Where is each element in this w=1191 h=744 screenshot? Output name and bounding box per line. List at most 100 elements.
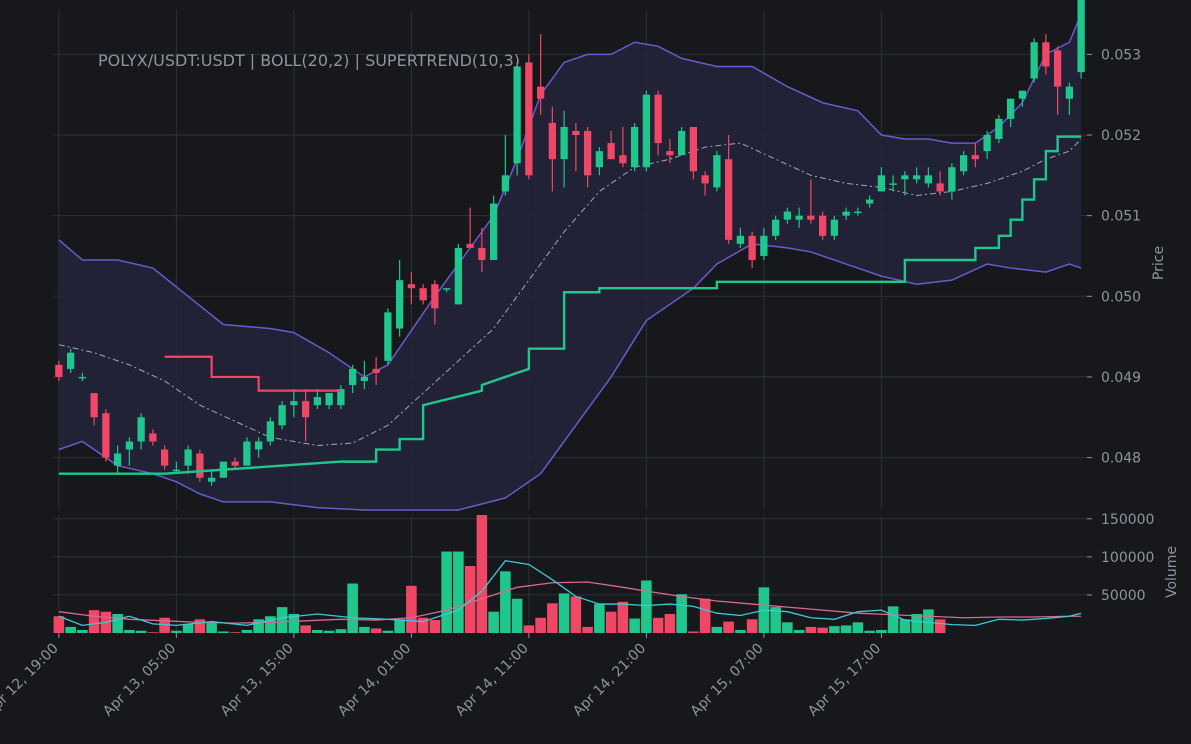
candle-body [137,417,145,442]
candle-body [102,413,110,458]
volume-bar [723,621,734,633]
volume-bar [852,622,864,633]
candle-body [384,312,392,361]
volume-bar [876,629,887,633]
volume-bar [65,626,76,633]
candle-body [795,215,803,220]
candle-body [630,126,639,168]
volume-bar [276,607,288,633]
candle-body [360,376,369,381]
supertrend-down [164,355,341,392]
candle-body [207,477,216,482]
volume-bar [770,607,781,633]
volume-ma-fast [58,559,1082,627]
candle-body [184,449,192,466]
candle-body [666,151,674,156]
bollinger-lower [58,243,1082,511]
volume-bar [253,619,264,633]
volume-bar [511,598,523,633]
candle-body [877,175,886,192]
volume-bar [746,619,758,633]
time-tick-label: Apr 14, 01:00 [335,641,414,720]
volume-bar [535,617,546,633]
candle-body [113,453,122,466]
candle-body [595,151,604,168]
candle-body [912,175,921,180]
candle-body [266,421,275,442]
volume-bar [265,616,276,633]
volume-bar [594,604,605,633]
volume-bar [805,626,817,633]
candle-body [196,453,204,478]
bollinger-upper [58,13,1082,378]
volume-bar [288,613,300,633]
volume-bar [300,625,311,633]
candle-body [442,288,451,290]
volume-bar [840,625,852,633]
candle-body [1006,98,1015,119]
volume-bar [147,632,159,633]
volume-tick-label: 100000 [1101,550,1154,566]
candle-body [854,211,862,214]
volume-bar [629,618,640,633]
volume-tick-label: 50000 [1101,588,1146,604]
volume-bar [464,566,476,633]
candle-body [419,288,427,301]
volume-bar [206,622,217,633]
candle-body [654,94,662,144]
volume-bar [112,613,123,633]
volume-bar [229,632,241,633]
volume-bar [347,583,358,633]
volume-bar [88,610,100,633]
volume-ma-slow [58,581,1082,624]
volume-bar [676,594,687,633]
price-axis-label: Price [1151,246,1167,280]
volume-bar [817,627,828,633]
candle-body [724,159,733,240]
candle-body [1077,0,1085,73]
volume-bar [417,617,429,633]
volume-bar [441,551,452,633]
volume-bar [77,629,88,633]
supertrend-up [58,135,1082,475]
volume-bar [53,616,65,633]
candle-body [325,393,333,406]
volume-bar [218,631,229,633]
candle-body [243,441,251,466]
candle-body [548,122,557,160]
candle-body [713,155,721,188]
candle-body [290,401,298,406]
volume-bar [899,619,911,633]
candle-body [160,449,169,466]
candle-body [901,175,909,180]
candle-body [842,211,850,216]
candle-body [337,389,345,406]
candle-body [489,203,498,260]
volume-bars [53,515,1082,633]
candle-body [736,235,745,244]
candle-body [278,405,286,426]
volume-bar [335,629,347,633]
candle-body [1018,90,1027,99]
volume-bar [370,628,382,633]
candle-body [983,135,991,152]
candle-body [560,126,568,160]
time-tick-label: Apr 15, 17:00 [805,641,884,720]
candle-body [607,143,615,160]
volume-bar [323,630,335,633]
time-tick-label: Apr 15, 07:00 [688,641,767,720]
candle-body [466,243,474,248]
price-tick-label: 0.049 [1101,370,1141,386]
candle-body [701,175,709,184]
time-tick-label: Apr 12, 19:00 [0,641,62,720]
volume-bar [664,613,676,633]
candle-body [642,94,651,168]
volume-bar [359,626,370,633]
candle-body [689,126,698,172]
volume-bar [453,551,464,633]
candle-body [818,215,827,236]
volume-bar [523,625,535,633]
candle-body [1065,86,1074,99]
